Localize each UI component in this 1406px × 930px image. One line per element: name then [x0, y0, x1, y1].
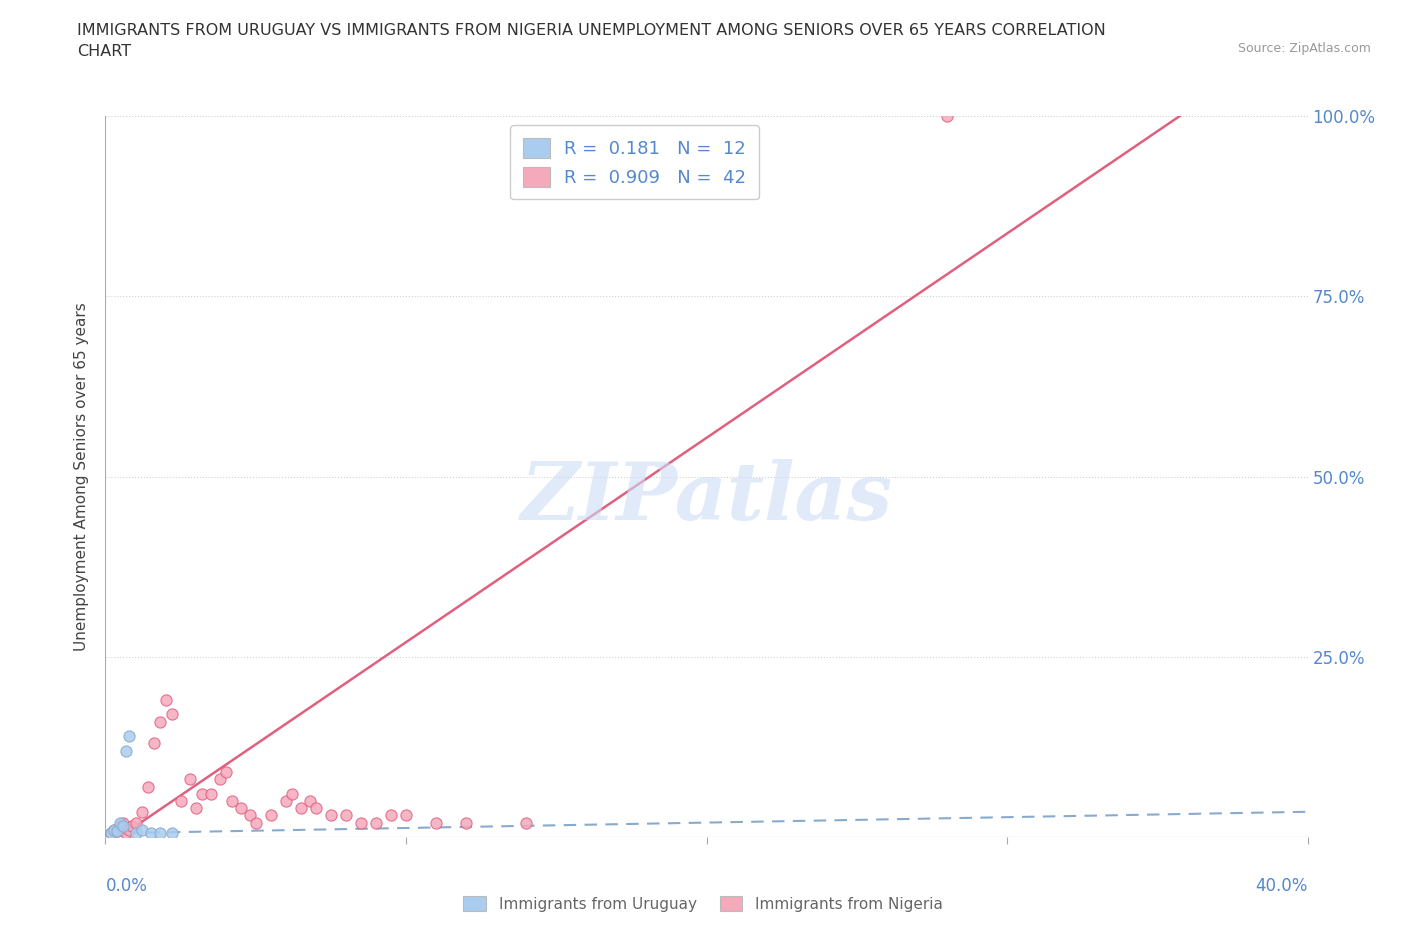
Point [160, 826, 183, 841]
Point [290, 801, 312, 816]
Point [112, 818, 135, 833]
Point [103, 822, 125, 837]
Point [274, 793, 297, 808]
Point [335, 808, 357, 823]
Point [936, 109, 959, 124]
Point [350, 815, 373, 830]
Point [131, 822, 153, 837]
Point [103, 822, 125, 837]
Point [142, 736, 165, 751]
Legend: Immigrants from Uruguay, Immigrants from Nigeria: Immigrants from Uruguay, Immigrants from… [457, 889, 949, 918]
Point [100, 826, 122, 841]
Point [239, 808, 262, 823]
Point [454, 815, 477, 830]
Text: 0.0%: 0.0% [105, 877, 148, 895]
Point [148, 826, 170, 841]
Point [100, 826, 122, 841]
Point [515, 815, 537, 830]
Point [131, 804, 153, 819]
Point [112, 815, 135, 830]
Point [124, 815, 146, 830]
Point [124, 826, 146, 841]
Point [118, 822, 141, 837]
Point [229, 801, 252, 816]
Point [139, 826, 162, 841]
Point [107, 824, 129, 839]
Point [107, 824, 129, 839]
Point [118, 729, 141, 744]
Point [115, 743, 138, 758]
Point [115, 826, 138, 841]
Point [298, 793, 321, 808]
Text: 40.0%: 40.0% [1256, 877, 1308, 895]
Point [148, 714, 170, 729]
Point [380, 808, 402, 823]
Point [281, 787, 304, 802]
Text: Source: ZipAtlas.com: Source: ZipAtlas.com [1237, 42, 1371, 55]
Point [260, 808, 283, 823]
Point [155, 693, 177, 708]
Point [425, 815, 447, 830]
Point [395, 808, 418, 823]
Point [364, 815, 387, 830]
Point [110, 818, 132, 833]
Point [245, 815, 267, 830]
Point [305, 801, 328, 816]
Point [214, 764, 236, 779]
Point [121, 818, 143, 833]
Point [221, 793, 243, 808]
Point [319, 808, 342, 823]
Point [200, 787, 222, 802]
Point [136, 779, 159, 794]
Point [190, 787, 212, 802]
Point [169, 793, 191, 808]
Point [179, 772, 201, 787]
Text: ZIPatlas: ZIPatlas [520, 459, 893, 537]
Y-axis label: Unemployment Among Seniors over 65 years: Unemployment Among Seniors over 65 years [75, 302, 90, 651]
Point [184, 801, 207, 816]
Text: IMMIGRANTS FROM URUGUAY VS IMMIGRANTS FROM NIGERIA UNEMPLOYMENT AMONG SENIORS OV: IMMIGRANTS FROM URUGUAY VS IMMIGRANTS FR… [77, 23, 1107, 60]
Point [110, 815, 132, 830]
Point [160, 707, 183, 722]
Legend: R =  0.181   N =  12, R =  0.909   N =  42: R = 0.181 N = 12, R = 0.909 N = 42 [510, 126, 759, 199]
Point [208, 772, 231, 787]
